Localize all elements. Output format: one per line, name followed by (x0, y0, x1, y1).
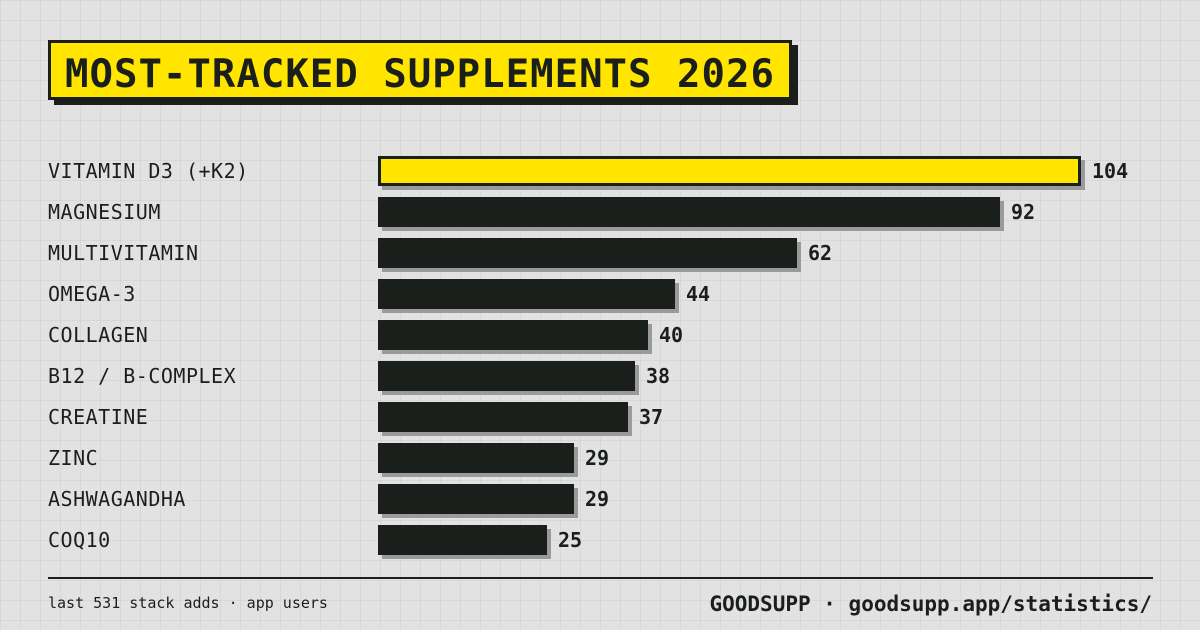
category-label-zinc: ZINC (48, 446, 98, 470)
bar-omega-3 (378, 279, 675, 309)
value-label-ashwagandha: 29 (585, 487, 609, 511)
bar-multivitamin (378, 238, 797, 268)
bar-collagen (378, 320, 648, 350)
category-label-omega-3: OMEGA-3 (48, 282, 136, 306)
value-label-b12-b-complex: 38 (646, 364, 670, 388)
value-label-multivitamin: 62 (808, 241, 832, 265)
footer-brand: GOODSUPP · goodsupp.app/statistics/ (709, 592, 1152, 616)
footer-note: last 531 stack adds · app users (48, 594, 328, 612)
value-label-magnesium: 92 (1011, 200, 1035, 224)
category-label-coq10: COQ10 (48, 528, 111, 552)
title-box: MOST-TRACKED SUPPLEMENTS 2026 (48, 40, 792, 100)
category-label-magnesium: MAGNESIUM (48, 200, 161, 224)
category-label-ashwagandha: ASHWAGANDHA (48, 487, 186, 511)
value-label-coq10: 25 (558, 528, 582, 552)
value-label-zinc: 29 (585, 446, 609, 470)
value-label-omega-3: 44 (686, 282, 710, 306)
value-label-collagen: 40 (659, 323, 683, 347)
bar-b12-b-complex (378, 361, 635, 391)
title-banner: MOST-TRACKED SUPPLEMENTS 2026 (48, 40, 798, 105)
category-label-vitamin-d3-k2: VITAMIN D3 (+K2) (48, 159, 249, 183)
category-label-multivitamin: MULTIVITAMIN (48, 241, 199, 265)
chart-title: MOST-TRACKED SUPPLEMENTS 2026 (65, 51, 775, 97)
footer-divider (48, 577, 1153, 579)
bar-vitamin-d3-k2 (378, 156, 1081, 186)
bar-ashwagandha (378, 484, 574, 514)
bar-magnesium (378, 197, 1000, 227)
category-label-creatine: CREATINE (48, 405, 148, 429)
value-label-vitamin-d3-k2: 104 (1092, 159, 1128, 183)
bar-creatine (378, 402, 628, 432)
bar-zinc (378, 443, 574, 473)
value-label-creatine: 37 (639, 405, 663, 429)
bar-chart: VITAMIN D3 (+K2) 104 MAGNESIUM 92 MULTIVITAM… (48, 156, 1128, 559)
category-label-collagen: COLLAGEN (48, 323, 148, 347)
category-label-b12-b-complex: B12 / B-COMPLEX (48, 364, 236, 388)
bar-coq10 (378, 525, 547, 555)
